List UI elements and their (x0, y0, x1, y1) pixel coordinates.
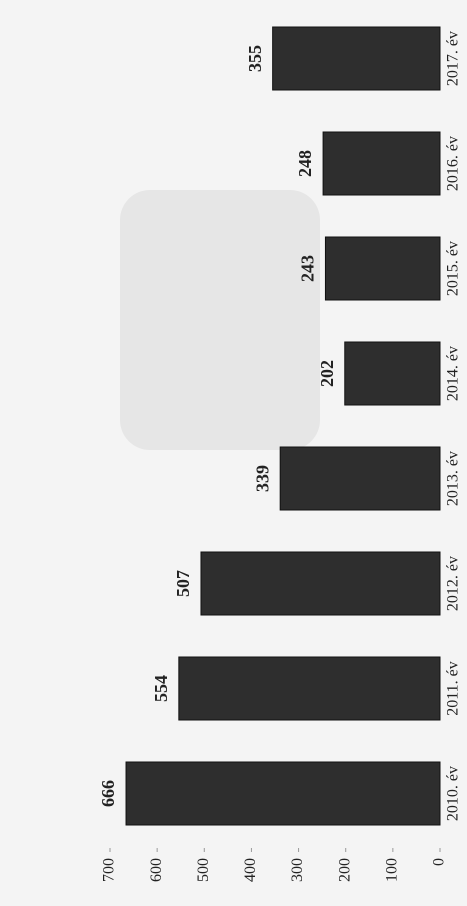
value-label: 666 (98, 780, 118, 807)
value-label: 248 (295, 150, 315, 177)
background-building (120, 190, 320, 450)
value-label: 507 (173, 570, 193, 597)
y-tick-label: 200 (336, 858, 353, 882)
x-tick-label: 2010. év (445, 766, 462, 821)
bar (279, 446, 441, 511)
y-tick-label: 600 (148, 858, 165, 882)
value-label: 355 (245, 45, 265, 72)
plot: 0 100 200 300 400 500 600 700 2010. év 666 2011. é… (98, 26, 462, 882)
value-label: 339 (252, 465, 272, 492)
x-tick-label: 2015. év (445, 241, 462, 296)
y-tick-label: 100 (384, 858, 401, 882)
bar (272, 26, 441, 91)
y-tick-label: 300 (289, 858, 306, 882)
y-tick-label: 400 (242, 858, 259, 882)
x-tick-label: 2013. év (445, 451, 462, 506)
value-label: 554 (151, 675, 171, 702)
x-tick-label: 2017. év (445, 31, 462, 86)
bar (344, 341, 441, 406)
x-tick-label: 2014. év (445, 346, 462, 401)
bar (324, 236, 441, 301)
bar (125, 761, 441, 826)
x-tick-label: 2012. év (445, 556, 462, 611)
y-tick-label: 500 (195, 858, 212, 882)
x-tick-label: 2011. év (445, 661, 462, 716)
bar (322, 131, 441, 196)
bar (178, 656, 441, 721)
value-label: 202 (317, 360, 337, 387)
y-tick-label: 0 (431, 858, 448, 866)
value-label: 243 (298, 255, 318, 282)
y-tick-label: 700 (101, 858, 118, 882)
bar (200, 551, 441, 616)
x-tick-label: 2016. év (445, 136, 462, 191)
